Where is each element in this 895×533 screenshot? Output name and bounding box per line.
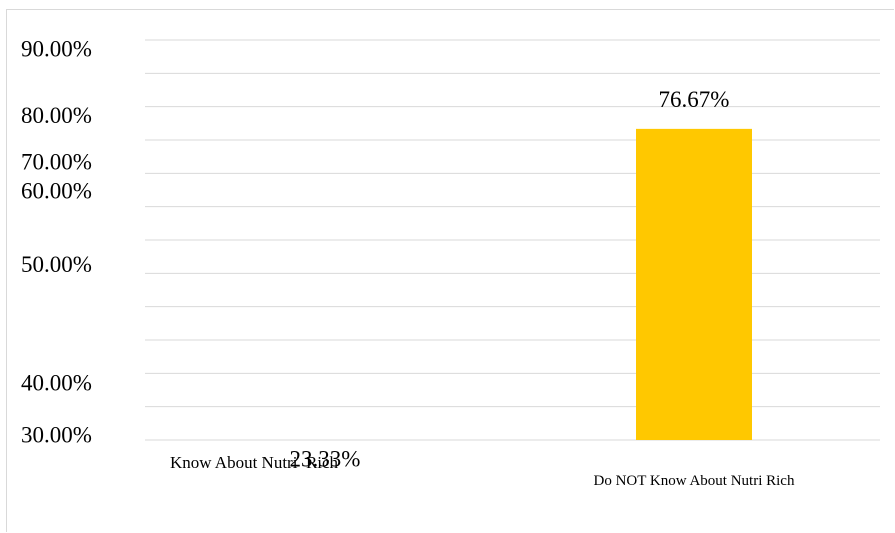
y-tick-label: 80.00% bbox=[21, 103, 92, 128]
y-tick-label: 60.00% bbox=[21, 178, 92, 203]
data-label: 76.67% bbox=[659, 87, 730, 112]
y-tick-label: 50.00% bbox=[21, 252, 92, 277]
chart-frame bbox=[6, 9, 894, 532]
y-tick-label: 40.00% bbox=[21, 371, 92, 396]
y-tick-label: 70.00% bbox=[21, 150, 92, 175]
data-label: 23.33% bbox=[290, 446, 361, 471]
bar bbox=[636, 128, 752, 440]
category-label: Know About Nutri Rich bbox=[170, 453, 339, 472]
y-tick-label: 90.00% bbox=[21, 36, 92, 61]
category-label: Do NOT Know About Nutri Rich bbox=[594, 473, 795, 489]
y-tick-label: 30.00% bbox=[21, 422, 92, 447]
